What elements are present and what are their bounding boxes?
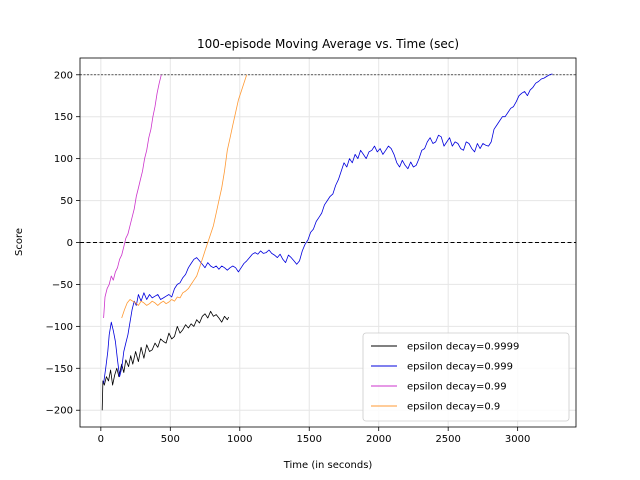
series-line-2 — [103, 73, 553, 384]
legend-box — [362, 332, 570, 422]
y-tick-label: 150 — [54, 112, 73, 123]
y-tick-label: 0 — [67, 238, 73, 249]
y-tick-label: −100 — [46, 322, 73, 333]
legend-entry-label: epsilon decay=0.999 — [407, 362, 513, 373]
y-tick-label: 100 — [54, 154, 73, 165]
x-tick-label: 0 — [98, 434, 104, 445]
x-tick-label: 3000 — [505, 434, 530, 445]
x-tick-label: 500 — [161, 434, 180, 445]
legend-entry-label: epsilon decay=0.9999 — [407, 342, 519, 353]
x-tick-label: 1000 — [227, 434, 252, 445]
series-group — [101, 73, 553, 411]
y-tick-label: −200 — [46, 406, 73, 417]
legend-entry-label: epsilon decay=0.99 — [407, 382, 507, 393]
y-axis: −200 −150 −100 −50 0 50 100 150 200 — [46, 70, 80, 417]
x-axis-label: Time (in seconds) — [283, 460, 373, 471]
legend: epsilon decay=0.9999 epsilon decay=0.999 e… — [362, 332, 570, 422]
y-tick-label: −50 — [52, 280, 73, 291]
x-axis: 0 500 1000 1500 2000 2500 3000 — [98, 427, 530, 445]
series-line-3 — [103, 74, 162, 319]
grid — [80, 58, 576, 427]
legend-entry-label: epsilon decay=0.9 — [407, 402, 500, 413]
y-tick-label: 200 — [54, 70, 73, 81]
y-tick-label: 50 — [60, 196, 73, 207]
chart-title: 100-episode Moving Average vs. Time (sec… — [197, 37, 459, 51]
x-tick-label: 2500 — [435, 434, 460, 445]
y-tick-label: −150 — [46, 364, 73, 375]
x-tick-label: 2000 — [366, 434, 391, 445]
series-line-1 — [101, 310, 230, 411]
x-tick-label: 1500 — [297, 434, 322, 445]
series-line-4 — [121, 74, 248, 319]
reference-lines — [80, 74, 576, 243]
y-axis-label: Score — [14, 228, 25, 256]
